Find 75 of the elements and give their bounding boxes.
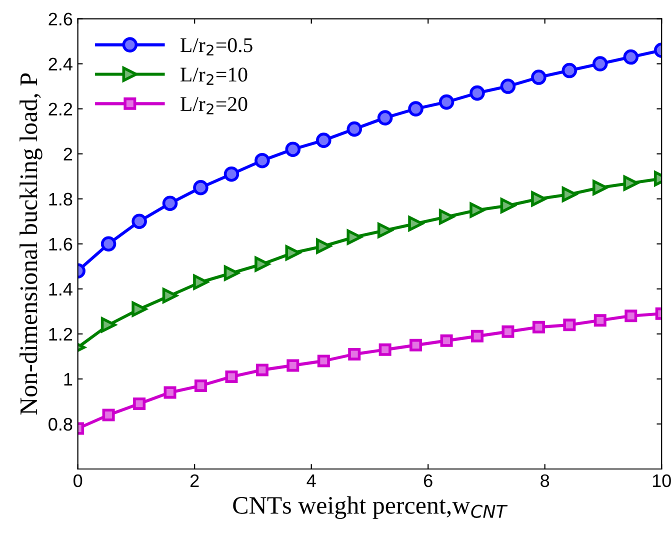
point [408,216,424,232]
point [438,94,454,110]
point [162,196,178,211]
y-tick-label: 1.8 [49,192,72,206]
point [102,408,115,422]
legend-label: L/r$_{2}$=10 [180,68,248,85]
point [471,330,484,342]
point [193,180,208,196]
point [592,56,608,72]
point [132,214,147,230]
y-tick-label: 2.6 [48,12,72,26]
legend-label: L/r$_{2}$=0.5 [180,38,252,56]
point [377,110,393,126]
point [532,320,545,334]
x-tick-label: 8 [540,474,550,488]
point [224,266,240,281]
point [563,318,576,332]
point [285,245,301,261]
y-tick-label: 1 [64,373,72,386]
x-tick-label: 4 [306,474,316,487]
point [531,70,546,85]
point [132,302,147,317]
point [286,359,300,372]
point [470,202,485,218]
point [133,397,146,410]
point [285,142,301,157]
y-tick-label: 2.2 [48,102,72,116]
point [470,85,485,101]
point [317,354,330,368]
point [378,343,392,356]
point [440,334,453,347]
point [225,370,238,383]
point [100,317,116,333]
point [562,186,578,202]
point [408,101,424,116]
point [346,121,362,137]
point [316,132,332,148]
point [256,364,268,376]
point [377,222,393,238]
point [224,166,240,182]
point [348,348,361,360]
y-tick-label: 2 [64,148,72,160]
point [624,310,638,322]
x-tick-label: 2 [190,474,199,487]
point [500,78,516,94]
point [164,386,176,399]
point [410,338,422,352]
point [194,379,207,392]
point [254,256,270,272]
point [438,209,454,225]
x-tick-label: 10 [652,474,671,488]
point [193,274,208,290]
point [623,49,639,65]
point [623,175,639,191]
point [502,325,514,338]
point [162,288,178,304]
y-tick-label: 1.6 [49,238,72,251]
x-tick-label: 0 [74,474,82,488]
point [594,314,606,327]
x-axis-title: CNTs weight percent,w$_{CNT}$ [233,496,508,519]
y-tick-label: 1.2 [49,328,72,340]
point [100,236,116,252]
point [346,229,362,245]
y-tick-label: 1.4 [49,283,72,296]
y-tick-label: 0.8 [48,418,72,431]
point [316,238,332,254]
y-tick-label: 2.4 [48,58,72,70]
y-axis-title: Non-dimensional buckling load, P [20,73,42,415]
point [592,180,608,196]
legend-label: L/r$_{2}$=20 [180,97,248,114]
point [562,62,578,78]
point [531,191,546,206]
x-tick-label: 6 [424,474,432,488]
point [254,152,270,168]
point [500,198,516,214]
